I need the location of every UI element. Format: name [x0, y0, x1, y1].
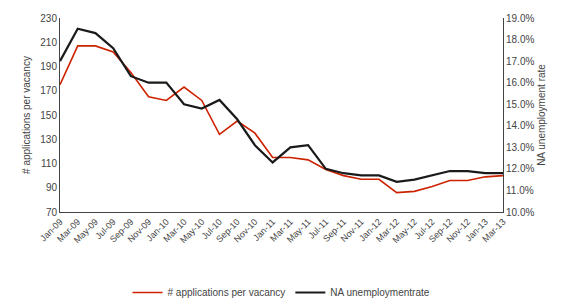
svg-text:Jan-10: Jan-10: [144, 217, 171, 244]
svg-text:# applications per vacancy: # applications per vacancy: [168, 287, 286, 298]
svg-text:Nov-12: Nov-12: [445, 217, 473, 245]
svg-text:13.0%: 13.0%: [506, 142, 534, 153]
svg-text:May-12: May-12: [391, 217, 419, 245]
svg-text:NA unemploymentrate: NA unemploymentrate: [330, 287, 429, 298]
svg-text:110: 110: [41, 158, 57, 169]
svg-text:Sep-11: Sep-11: [321, 217, 348, 244]
svg-text:Jan-11: Jan-11: [251, 217, 277, 243]
svg-text:16.0%: 16.0%: [506, 77, 534, 88]
svg-text:17.0%: 17.0%: [506, 56, 534, 67]
svg-text:Jan-09: Jan-09: [38, 217, 65, 244]
svg-text:# applications per vacancy: # applications per vacancy: [21, 56, 32, 174]
svg-text:190: 190: [40, 61, 57, 72]
svg-text:NA unemployment rate: NA unemployment rate: [536, 64, 547, 166]
svg-text:Mar-10: Mar-10: [161, 217, 188, 244]
svg-text:130: 130: [40, 134, 57, 145]
svg-text:10.0%: 10.0%: [506, 207, 534, 218]
svg-text:19.0%: 19.0%: [506, 13, 534, 24]
svg-text:May-09: May-09: [72, 217, 100, 245]
svg-text:15.0%: 15.0%: [506, 99, 534, 110]
svg-text:Sep-12: Sep-12: [427, 217, 455, 245]
svg-text:12.0%: 12.0%: [506, 163, 534, 174]
svg-text:Jan-12: Jan-12: [357, 217, 384, 244]
svg-text:Jul-09: Jul-09: [93, 217, 117, 241]
svg-text:90: 90: [46, 182, 58, 193]
svg-text:150: 150: [40, 110, 57, 121]
svg-text:Nov-10: Nov-10: [232, 217, 260, 245]
svg-text:Jul-11: Jul-11: [306, 217, 330, 241]
svg-text:18.0%: 18.0%: [506, 34, 534, 45]
svg-text:230: 230: [40, 13, 57, 24]
svg-text:Nov-11: Nov-11: [339, 217, 366, 244]
svg-text:May-10: May-10: [178, 217, 206, 245]
svg-text:Jul-12: Jul-12: [412, 217, 436, 241]
svg-text:170: 170: [40, 85, 57, 96]
svg-text:Nov-09: Nov-09: [126, 217, 154, 245]
svg-text:Mar-13: Mar-13: [480, 217, 507, 244]
svg-text:May-11: May-11: [285, 217, 313, 245]
svg-text:Jan-13: Jan-13: [463, 217, 490, 244]
svg-text:11.0%: 11.0%: [506, 185, 534, 196]
svg-text:210: 210: [40, 37, 57, 48]
svg-text:Mar-11: Mar-11: [268, 217, 295, 244]
svg-text:Mar-09: Mar-09: [55, 217, 82, 244]
svg-text:70: 70: [46, 207, 58, 218]
svg-text:14.0%: 14.0%: [506, 120, 534, 131]
svg-text:Sep-10: Sep-10: [214, 217, 242, 245]
svg-text:Mar-12: Mar-12: [374, 217, 401, 244]
svg-text:Sep-09: Sep-09: [108, 217, 136, 245]
svg-text:Jul-10: Jul-10: [200, 217, 224, 241]
